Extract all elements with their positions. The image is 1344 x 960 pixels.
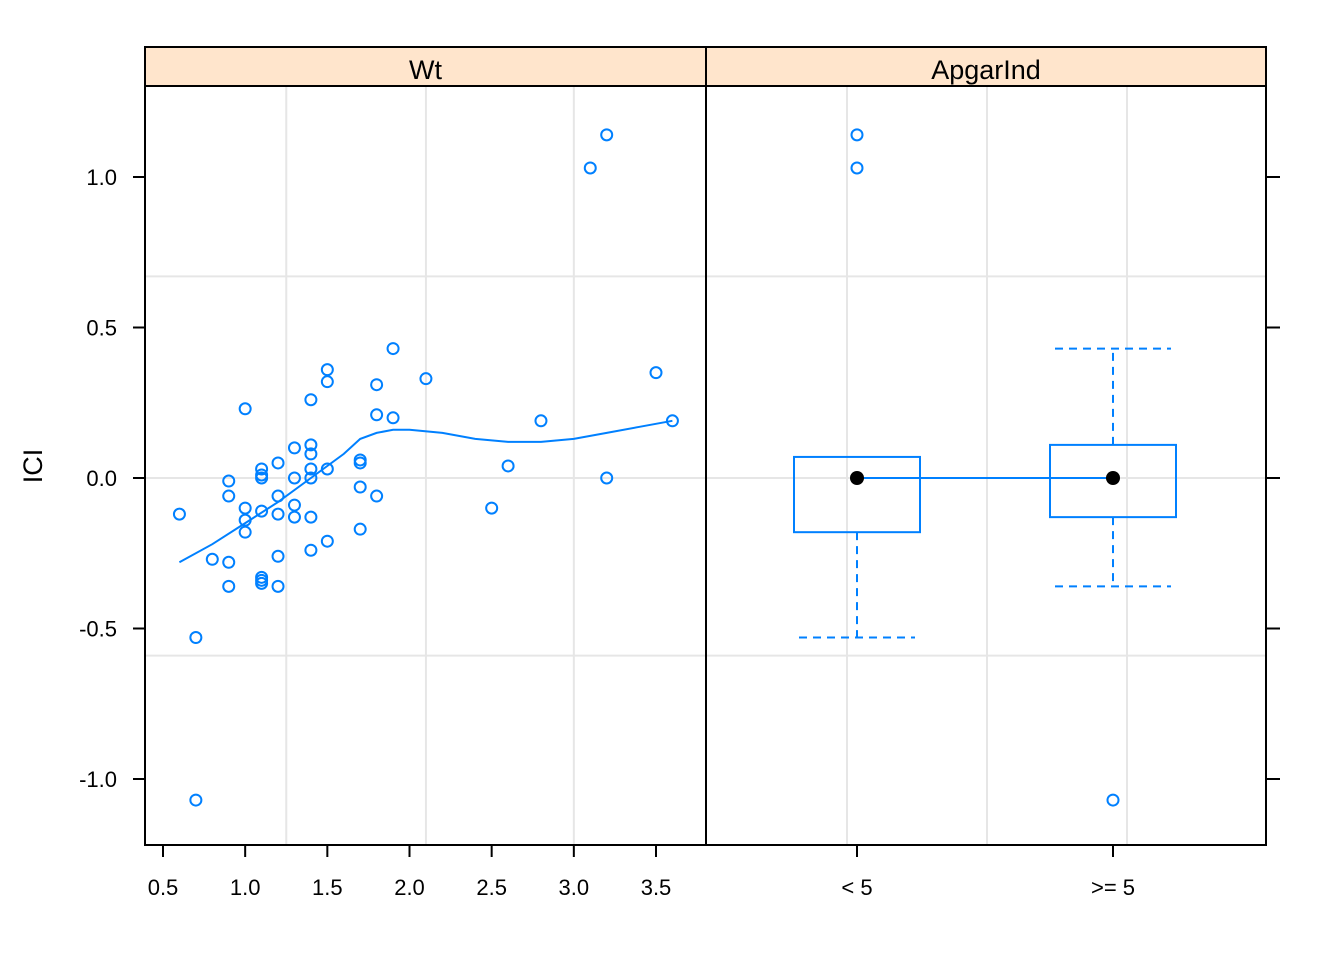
scatter-point [287,510,301,524]
scatter-point [534,414,548,428]
data-layer [172,128,1177,807]
strip-layer: Wt ApgarInd [144,46,1267,87]
scatter-point [320,462,334,476]
scatter-point [600,128,614,142]
y-tick-label: 1.0 [86,165,117,190]
scatter-point [255,576,269,590]
median-dot [1106,471,1120,485]
x-tick-label: 2.0 [394,875,425,900]
scatter-point [353,480,367,494]
strip-2 [705,46,1267,87]
scatter-point [320,534,334,548]
scatter-point [600,471,614,485]
strip-label: Wt [409,55,442,85]
scatter-point [583,161,597,175]
smooth-line [178,419,673,564]
scatter-point [353,456,367,470]
category-label: < 5 [841,875,872,900]
y-tick-label: -0.5 [79,617,117,642]
scatter-point [287,498,301,512]
scatter-point [320,375,334,389]
category-label: >= 5 [1091,875,1135,900]
x-tick-label: 0.5 [148,875,179,900]
scatter-point [320,363,334,377]
scatter-point [304,438,318,452]
scatter-point [386,411,400,425]
y-tick-label: 0.5 [86,316,117,341]
x-tick-label: 1.5 [312,875,343,900]
scatter-point [189,631,203,645]
scatter-point [485,501,499,515]
scatter-point [255,462,269,476]
scatter-point [665,414,679,428]
scatter-point [222,555,236,569]
scatter-point [304,543,318,557]
scatter-point [370,489,384,503]
scatter-point [238,402,252,416]
box-body [793,455,921,534]
outlier-point [850,161,864,175]
scatter-point [172,507,186,521]
scatter-point [222,579,236,593]
y-axis-title: ICI [18,449,48,484]
scatter-point [271,507,285,521]
x-tick-label: 3.0 [559,875,590,900]
y-tick-label: 0.0 [86,466,117,491]
scatter-point [304,462,318,476]
scatter-point [271,456,285,470]
scatter-point [304,510,318,524]
scatter-point [304,471,318,485]
scatter-point [386,342,400,356]
y-tick-label: -1.0 [79,767,117,792]
outlier-point [1106,793,1120,807]
scatter-point [271,549,285,563]
scatter-point [287,471,301,485]
scatter-point [238,525,252,539]
scatter-point [189,793,203,807]
scatter-point [222,489,236,503]
scatter-point [304,447,318,461]
x-tick-label: 2.5 [476,875,507,900]
scatter-point [205,552,219,566]
scatter-point [271,579,285,593]
outlier-point [850,128,864,142]
median-dot [850,471,864,485]
x-tick-label: 3.5 [641,875,672,900]
scatter-point [501,459,515,473]
strip-label: ApgarInd [931,55,1041,85]
grid-layer [145,86,1266,845]
scatter-point [222,474,236,488]
scatter-point [238,501,252,515]
scatter-point [304,393,318,407]
x-tick-label: 1.0 [230,875,261,900]
scatter-point [419,372,433,386]
scatter-point [370,378,384,392]
strip-1 [144,46,707,87]
panel-apgar-border [705,85,1267,846]
scatter-point [287,441,301,455]
scatter-point [271,489,285,503]
scatter-point [238,513,252,527]
scatter-point [255,471,269,485]
scatter-point [649,366,663,380]
axes-layer: -1.0 -0.5 0.0 0.5 1.0 0.5 1.0 1.5 2.0 2.5 3.0 3.5 < … [79,85,1280,900]
scatter-point [255,504,269,518]
scatter-point [370,408,384,422]
scatter-point [353,522,367,536]
